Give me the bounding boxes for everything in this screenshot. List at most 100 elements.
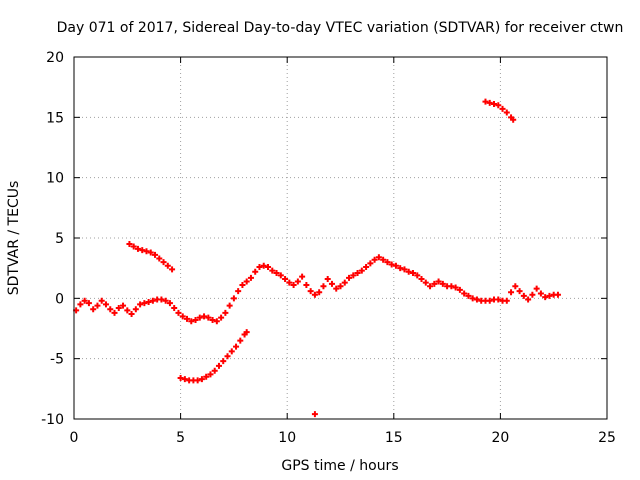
x-tick-label: 5 <box>176 430 185 446</box>
data-point <box>375 254 382 261</box>
data-point <box>277 272 284 279</box>
data-point <box>81 297 88 304</box>
data-point <box>380 256 387 263</box>
data-point <box>90 306 97 313</box>
data-point <box>213 318 220 325</box>
data-point <box>156 255 163 262</box>
data-point <box>427 283 434 290</box>
data-point <box>491 101 498 108</box>
chart-title: Day 071 of 2017, Sidereal Day-to-day VTE… <box>57 20 624 36</box>
data-point <box>192 317 199 324</box>
data-point <box>196 314 203 321</box>
data-point <box>198 376 205 383</box>
y-tick-label: 0 <box>55 291 64 307</box>
data-point <box>286 279 293 286</box>
y-tick-label: 20 <box>46 50 64 66</box>
y-axis-label: SDTVAR / TECUs <box>6 181 22 296</box>
series-outlier <box>311 411 318 418</box>
data-point <box>164 262 171 269</box>
data-point <box>448 283 455 290</box>
data-point <box>486 297 493 304</box>
data-point <box>207 371 214 378</box>
x-tick-label: 0 <box>70 430 79 446</box>
data-point <box>346 274 353 281</box>
data-point <box>120 302 127 309</box>
data-point <box>152 251 159 258</box>
data-point <box>228 348 235 355</box>
data-point <box>201 313 208 320</box>
data-point <box>179 313 186 320</box>
data-point <box>247 274 254 281</box>
data-point <box>303 282 310 289</box>
data-point <box>169 266 176 273</box>
data-point <box>143 248 150 255</box>
data-point <box>211 367 218 374</box>
data-point <box>126 241 133 248</box>
data-point <box>183 315 190 322</box>
data-point <box>465 292 472 299</box>
data-point <box>337 283 344 290</box>
series-upper-arc-early <box>126 241 176 273</box>
y-tick-label: -5 <box>50 352 64 368</box>
data-point <box>171 304 178 311</box>
data-point <box>350 272 357 279</box>
data-point <box>431 280 438 287</box>
data-point <box>320 283 327 290</box>
data-point <box>188 318 195 325</box>
data-point <box>265 263 272 270</box>
grid <box>74 57 607 419</box>
data-point <box>166 300 173 307</box>
data-point <box>130 243 137 250</box>
data-point <box>499 105 506 112</box>
data-point <box>401 266 408 273</box>
data-point <box>529 291 536 298</box>
data-point <box>102 301 109 308</box>
data-point <box>384 259 391 266</box>
data-point <box>397 265 404 272</box>
data-point <box>542 294 549 301</box>
data-point <box>98 297 105 304</box>
data-point <box>85 300 92 307</box>
data-point <box>311 291 318 298</box>
data-points <box>73 98 561 418</box>
data-point <box>137 301 144 308</box>
data-point <box>333 285 340 292</box>
data-point <box>392 262 399 269</box>
data-point <box>307 288 314 295</box>
y-tick-label: 15 <box>46 110 64 126</box>
axis-ticks: 0 5 10 15 20 25 -10 -5 0 5 10 15 20 <box>41 50 616 446</box>
data-point <box>149 297 156 304</box>
data-point <box>139 247 146 254</box>
data-point <box>508 289 515 296</box>
data-point <box>222 309 229 316</box>
data-point <box>224 353 231 360</box>
data-point <box>205 314 212 321</box>
data-point <box>469 295 476 302</box>
data-point <box>128 311 135 318</box>
data-point <box>439 280 446 287</box>
data-point <box>461 290 468 297</box>
data-point <box>282 276 289 283</box>
data-point <box>503 109 510 116</box>
data-point <box>134 245 141 252</box>
data-point <box>516 288 523 295</box>
data-point <box>482 98 489 105</box>
data-point <box>239 282 246 289</box>
data-point <box>316 289 323 296</box>
data-point <box>235 288 242 295</box>
data-point <box>94 302 101 309</box>
data-point <box>422 279 429 286</box>
data-point <box>177 374 184 381</box>
data-point <box>371 256 378 263</box>
data-point <box>299 273 306 280</box>
data-point <box>77 301 84 308</box>
x-tick-label: 15 <box>385 430 403 446</box>
data-point <box>175 309 182 316</box>
data-point <box>252 268 259 275</box>
data-point <box>294 278 301 285</box>
data-point <box>435 278 442 285</box>
data-point <box>243 329 250 336</box>
data-point <box>256 263 263 270</box>
data-point <box>473 296 480 303</box>
data-point <box>418 276 425 283</box>
